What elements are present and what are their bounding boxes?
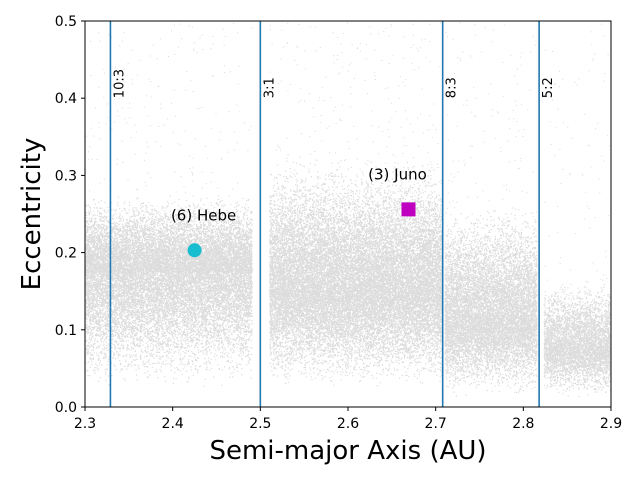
x-tick-label: 2.3	[74, 416, 96, 432]
x-tick-label: 2.9	[600, 416, 622, 432]
density-region	[85, 195, 253, 387]
sparse-points	[269, 22, 441, 173]
density-region	[444, 207, 538, 397]
density-region	[269, 154, 443, 387]
asteroid-label: (6) Hebe	[171, 206, 236, 224]
y-tick-label: 0.3	[55, 168, 77, 184]
x-tick-label: 2.4	[162, 416, 184, 432]
resonance-label: 5:2	[541, 77, 556, 98]
x-tick-label: 2.7	[425, 416, 447, 432]
asteroid-density-cloud	[85, 22, 611, 398]
x-axis-ticks: 2.3 2.4 2.5 2.6 2.7 2.8 2.9	[74, 407, 622, 432]
highlighted-asteroids: (6) Hebe (3) Juno	[171, 165, 427, 258]
x-axis-label: Semi-major Axis (AU)	[209, 436, 486, 466]
y-tick-label: 0.0	[55, 400, 77, 416]
asteroid-marker	[187, 243, 202, 258]
x-tick-label: 2.5	[249, 416, 271, 432]
x-tick-label: 2.8	[512, 416, 534, 432]
sparse-points	[544, 23, 611, 295]
y-tick-label: 0.1	[55, 323, 77, 339]
asteroid-marker	[401, 202, 416, 217]
sparse-points	[445, 22, 537, 218]
density-region	[543, 279, 611, 398]
y-axis-label: Eccentricity	[17, 138, 47, 291]
x-tick-label: 2.6	[337, 416, 359, 432]
resonance-label: 8:3	[445, 77, 460, 98]
resonance-label: 3:1	[262, 77, 277, 98]
y-tick-label: 0.4	[55, 91, 77, 107]
asteroid-label: (3) Juno	[368, 165, 427, 183]
resonance-label: 10:3	[112, 69, 127, 98]
resonance-lines: 10:3 3:1 8:3 5:2	[109, 21, 556, 407]
y-axis-ticks: 0.0 0.1 0.2 0.3 0.4 0.5	[55, 14, 85, 416]
y-tick-label: 0.2	[55, 246, 77, 262]
y-tick-label: 0.5	[55, 14, 77, 30]
